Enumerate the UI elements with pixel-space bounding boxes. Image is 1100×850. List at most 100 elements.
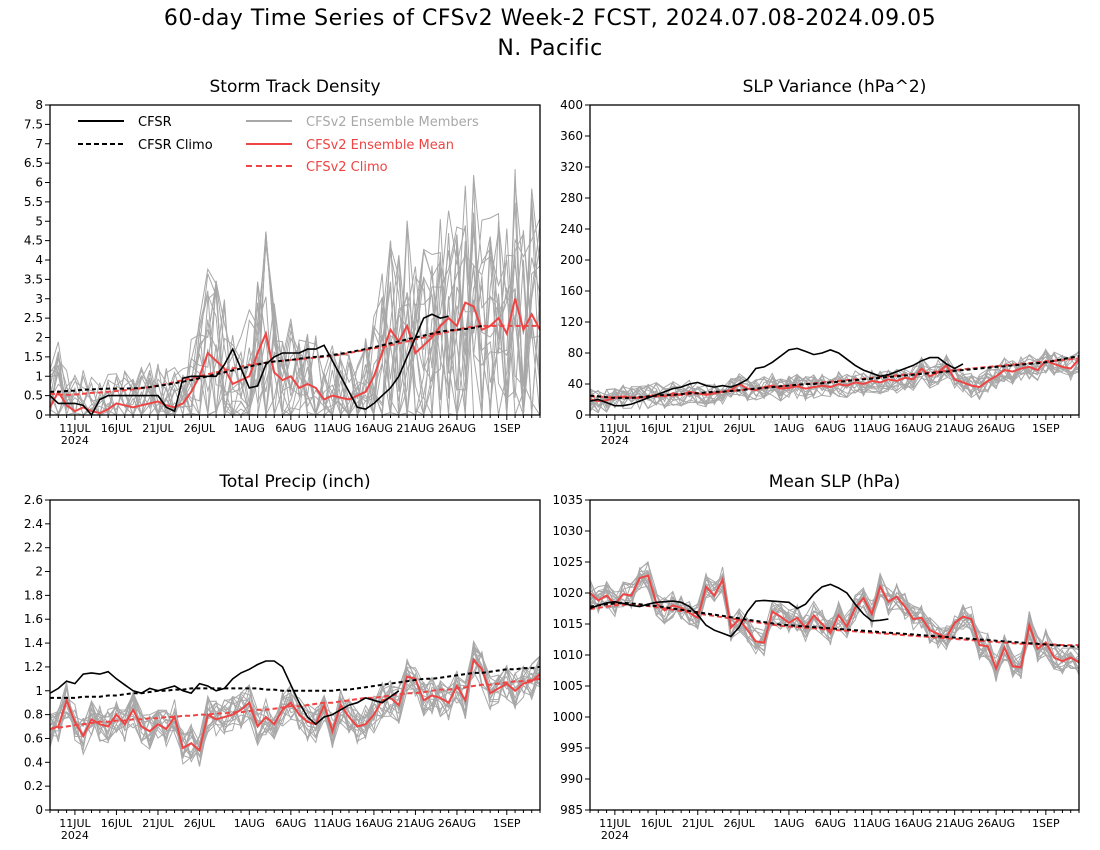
x-tick-label: 21JUL (682, 817, 714, 830)
y-tick-label: 1000 (552, 710, 583, 724)
y-tick-label: 1.5 (24, 350, 43, 364)
ensemble-member-line (49, 179, 541, 417)
cfsv2-ensemble-mean-line (49, 657, 541, 753)
cfsr-climo-line (589, 601, 1080, 648)
x-tick-label: 21AUG (396, 422, 434, 435)
x-tick-label: 26AUG (977, 422, 1015, 435)
cfsr-climo-line (50, 665, 541, 699)
x-tick-label: 16AUG (894, 422, 932, 435)
plot-frame (49, 499, 541, 811)
legend-label: CFSv2 Ensemble Members (306, 115, 479, 130)
ensemble-member-line (589, 353, 1080, 412)
cfsv2-ensemble-mean-line (589, 574, 1080, 672)
y-tick-label: 360 (560, 129, 583, 143)
y-tick-label: 200 (560, 253, 583, 267)
chart-panel-4: Mean SLP (hPa) 985 990 995 1000 1005 1010 1015 1… (552, 472, 1080, 842)
x-tick-label: 1AUG (234, 422, 265, 435)
y-tick-label: 160 (560, 284, 583, 298)
chart-title: Storm Track Density (209, 77, 380, 97)
y-tick-label: 5 (35, 214, 43, 228)
chart-panel-1: Storm Track Density 0 0.5 1 1.5 2 2.5 3 3.5 4 4.5 5… (24, 77, 541, 447)
y-tick-label: 7.5 (24, 117, 43, 131)
y-tick-label: 2.6 (24, 493, 43, 507)
y-tick-label: 990 (560, 772, 583, 786)
y-tick-label: 1 (35, 684, 43, 698)
x-tick-label: 6AUG (275, 422, 306, 435)
y-tick-label: 995 (560, 741, 583, 755)
x-tick-label: 11AUG (313, 422, 351, 435)
x-tick-label: 16JUL (641, 817, 673, 830)
y-tick-label: 0 (575, 408, 583, 422)
y-tick-label: 1035 (552, 493, 583, 507)
y-tick-label: 0.8 (24, 708, 43, 722)
cfsr-line (589, 347, 964, 407)
x-tick-label: 6AUG (275, 817, 306, 830)
x-tick-label: 26JUL (184, 422, 216, 435)
x-tick-label: 1SEP (493, 817, 521, 830)
x-tick-label: 11AUG (853, 422, 891, 435)
x-tick-label: 16AUG (355, 422, 393, 435)
y-tick-label: 1010 (552, 648, 583, 662)
y-tick-label: 1.2 (24, 660, 43, 674)
y-tick-label: 4 (35, 253, 43, 267)
x-year-label: 2024 (61, 829, 89, 842)
chart-title: Mean SLP (hPa) (769, 472, 901, 492)
x-tick-label: 16AUG (355, 817, 393, 830)
y-tick-label: 0.4 (24, 755, 43, 769)
y-tick-label: 400 (560, 98, 583, 112)
y-tick-label: 985 (560, 803, 583, 817)
y-tick-label: 1.8 (24, 588, 43, 602)
y-tick-label: 2 (35, 331, 43, 345)
x-tick-label: 26JUL (184, 817, 216, 830)
y-tick-label: 2 (35, 565, 43, 579)
legend-label: CFSv2 Climo (306, 160, 388, 175)
cfsv2-climo-line (589, 603, 1079, 647)
x-year-label: 2024 (601, 434, 629, 447)
x-year-label: 2024 (601, 829, 629, 842)
ensemble-member-line (589, 562, 1080, 679)
x-tick-label: 1AUG (773, 817, 804, 830)
x-tick-label: 26JUL (723, 817, 755, 830)
y-tick-label: 8 (35, 98, 43, 112)
y-tick-label: 0.6 (24, 731, 43, 745)
x-tick-label: 21AUG (396, 817, 434, 830)
y-tick-label: 240 (560, 222, 583, 236)
chart-panel-2: SLP Variance (hPa^2) 0 40 80 120 160 200 240 280… (560, 77, 1080, 447)
y-tick-label: 7 (35, 137, 43, 151)
x-tick-label: 21AUG (936, 817, 974, 830)
x-tick-label: 16AUG (894, 817, 932, 830)
y-tick-label: 0 (35, 803, 43, 817)
y-tick-label: 6 (35, 176, 43, 190)
y-tick-label: 0.2 (24, 779, 43, 793)
x-tick-label: 11JUL (59, 422, 91, 435)
x-year-label: 2024 (61, 434, 89, 447)
chart-panel-3: Total Precip (inch) 0 0.2 0.4 0.6 0.8 1 1.2 1.4 1… (24, 472, 541, 842)
cfsv2-ensemble-mean-line (589, 358, 1080, 403)
x-tick-label: 26AUG (438, 817, 476, 830)
y-tick-label: 120 (560, 315, 583, 329)
x-tick-label: 26AUG (977, 817, 1015, 830)
ensemble-member-line (49, 641, 541, 757)
y-tick-label: 40 (568, 377, 583, 391)
x-tick-label: 1SEP (493, 422, 521, 435)
cfsr-line (589, 583, 889, 638)
ensemble-member-line (49, 188, 541, 417)
x-tick-label: 16JUL (641, 422, 673, 435)
legend-label: CFSv2 Ensemble Mean (306, 138, 454, 153)
figure-subtitle: N. Pacific (497, 36, 603, 61)
y-tick-label: 280 (560, 191, 583, 205)
x-tick-label: 26AUG (438, 422, 476, 435)
x-tick-label: 11JUL (59, 817, 91, 830)
y-tick-label: 0.5 (24, 389, 43, 403)
chart-title: Total Precip (inch) (218, 472, 370, 492)
x-tick-label: 11JUL (599, 817, 631, 830)
y-tick-label: 2.5 (24, 311, 43, 325)
y-tick-label: 1025 (552, 555, 583, 569)
y-tick-label: 3.5 (24, 272, 43, 286)
cfsr-climo-line (589, 355, 1080, 399)
cfsr-line (49, 660, 400, 726)
y-tick-label: 320 (560, 160, 583, 174)
figure-title: 60-day Time Series of CFSv2 Week-2 FCST,… (163, 6, 937, 31)
